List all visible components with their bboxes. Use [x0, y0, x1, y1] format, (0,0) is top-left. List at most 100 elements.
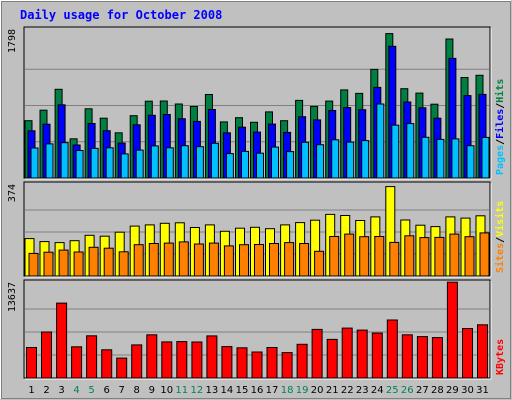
bar-kbytes-day-31 — [477, 324, 488, 379]
bar-kbytes-day-20 — [311, 328, 323, 379]
bar-kbytes-day-17 — [266, 347, 278, 379]
bar-kbytes-day-19 — [296, 343, 308, 379]
panel-visits-sites: 374 Sites/Visits — [7, 181, 506, 278]
bar-pages-day-11 — [180, 145, 189, 179]
legend-item: / — [495, 139, 506, 145]
bar-pages-day-15 — [241, 150, 249, 179]
bar-pages-day-5 — [90, 147, 99, 179]
x-label-day-23: 23 — [356, 385, 369, 396]
bar-pages-day-31 — [481, 136, 490, 179]
bar-kbytes-day-30 — [462, 328, 473, 379]
bar-pages-day-25 — [391, 124, 400, 179]
x-label-day-13: 13 — [206, 385, 219, 396]
x-label-day-6: 6 — [104, 385, 110, 396]
legend-item: Files — [494, 109, 506, 139]
bar-sites-day-25 — [389, 241, 400, 277]
bar-pages-day-27 — [421, 136, 430, 179]
legend-item: KBytes — [495, 339, 506, 375]
x-label-day-10: 10 — [160, 385, 173, 396]
bar-sites-day-2 — [43, 251, 54, 277]
bar-sites-day-3 — [58, 249, 69, 277]
x-label-day-31: 31 — [476, 385, 489, 396]
bar-sites-day-15 — [239, 244, 249, 277]
legend: Pages/Files/Hits — [494, 79, 506, 175]
x-label-day-18: 18 — [281, 385, 294, 396]
bar-pages-day-21 — [331, 139, 340, 179]
bar-pages-day-19 — [301, 141, 310, 179]
bar-sites-day-20 — [314, 250, 325, 277]
bar-sites-day-5 — [88, 246, 99, 277]
bar-pages-day-14 — [225, 153, 234, 179]
bar-sites-day-8 — [133, 244, 144, 277]
bar-pages-day-22 — [346, 141, 355, 179]
bar-pages-day-12 — [195, 146, 204, 179]
bar-kbytes-day-2 — [41, 331, 52, 379]
bar-sites-day-27 — [419, 237, 430, 277]
bar-kbytes-day-9 — [146, 334, 158, 379]
bar-pages-day-24 — [376, 103, 385, 179]
bar-sites-day-1 — [28, 252, 39, 277]
y-max-label: 374 — [7, 184, 18, 202]
bar-sites-day-7 — [118, 251, 129, 277]
legend-item: Sites — [494, 243, 506, 273]
bar-pages-day-20 — [316, 144, 325, 179]
legend-item: / — [495, 237, 506, 243]
bar-pages-day-1 — [30, 147, 39, 179]
chart-panels: 1798Pages/Files/Hits374Sites/Visits13637… — [7, 26, 506, 380]
bar-pages-day-7 — [120, 153, 129, 179]
bar-kbytes-day-29 — [446, 281, 458, 379]
bar-kbytes-day-3 — [56, 302, 68, 379]
bar-sites-day-28 — [434, 236, 445, 277]
bar-sites-day-4 — [73, 251, 84, 277]
bar-kbytes-day-6 — [101, 349, 113, 379]
x-label-day-17: 17 — [266, 385, 279, 396]
x-label-day-4: 4 — [73, 385, 79, 396]
x-label-day-16: 16 — [251, 385, 264, 396]
bar-sites-day-11 — [178, 241, 189, 277]
bar-pages-day-4 — [75, 150, 84, 179]
x-label-day-8: 8 — [134, 385, 140, 396]
bar-kbytes-day-24 — [371, 332, 383, 379]
bar-sites-day-19 — [299, 243, 310, 277]
bar-kbytes-day-5 — [86, 335, 98, 379]
bar-sites-day-9 — [148, 243, 159, 277]
bar-pages-day-16 — [256, 152, 264, 179]
legend: KBytes — [495, 339, 506, 375]
bar-sites-day-16 — [254, 244, 264, 277]
bar-sites-day-17 — [269, 243, 279, 277]
bar-pages-day-18 — [286, 151, 295, 179]
bar-pages-day-28 — [436, 138, 445, 179]
chart-title: Daily usage for October 2008 — [20, 8, 222, 22]
bar-kbytes-day-12 — [191, 341, 203, 379]
bar-sites-day-29 — [449, 233, 460, 277]
bar-pages-day-9 — [150, 145, 159, 179]
bar-kbytes-day-14 — [221, 346, 233, 379]
bar-pages-day-26 — [406, 123, 415, 179]
x-axis-labels: 1 2 3 4 5 6 7 8 9 10 11 12 13 14 15 16 17 18 19 20 21 22 23 24 2… — [28, 385, 489, 396]
x-label-day-27: 27 — [416, 385, 429, 396]
x-label-day-25: 25 — [386, 385, 399, 396]
bar-sites-day-18 — [284, 242, 295, 277]
x-label-day-24: 24 — [371, 385, 384, 396]
legend-item: Visits — [494, 201, 506, 237]
bar-sites-day-12 — [193, 243, 204, 277]
bar-kbytes-day-8 — [131, 344, 143, 379]
bar-kbytes-day-11 — [176, 341, 188, 379]
bar-kbytes-day-27 — [416, 336, 428, 379]
bar-pages-day-17 — [271, 146, 279, 179]
bar-pages-day-10 — [165, 147, 174, 179]
x-label-day-26: 26 — [401, 385, 414, 396]
bar-sites-day-14 — [223, 245, 234, 277]
bar-kbytes-day-16 — [251, 351, 263, 379]
x-label-day-3: 3 — [58, 385, 64, 396]
x-label-day-19: 19 — [296, 385, 309, 396]
bar-sites-day-31 — [479, 232, 490, 277]
panel-kbytes: 13637 KBytes — [7, 279, 506, 380]
x-label-day-29: 29 — [446, 385, 459, 396]
bar-sites-day-24 — [374, 236, 385, 277]
bar-sites-day-21 — [329, 236, 340, 277]
bar-kbytes-day-26 — [401, 334, 413, 379]
